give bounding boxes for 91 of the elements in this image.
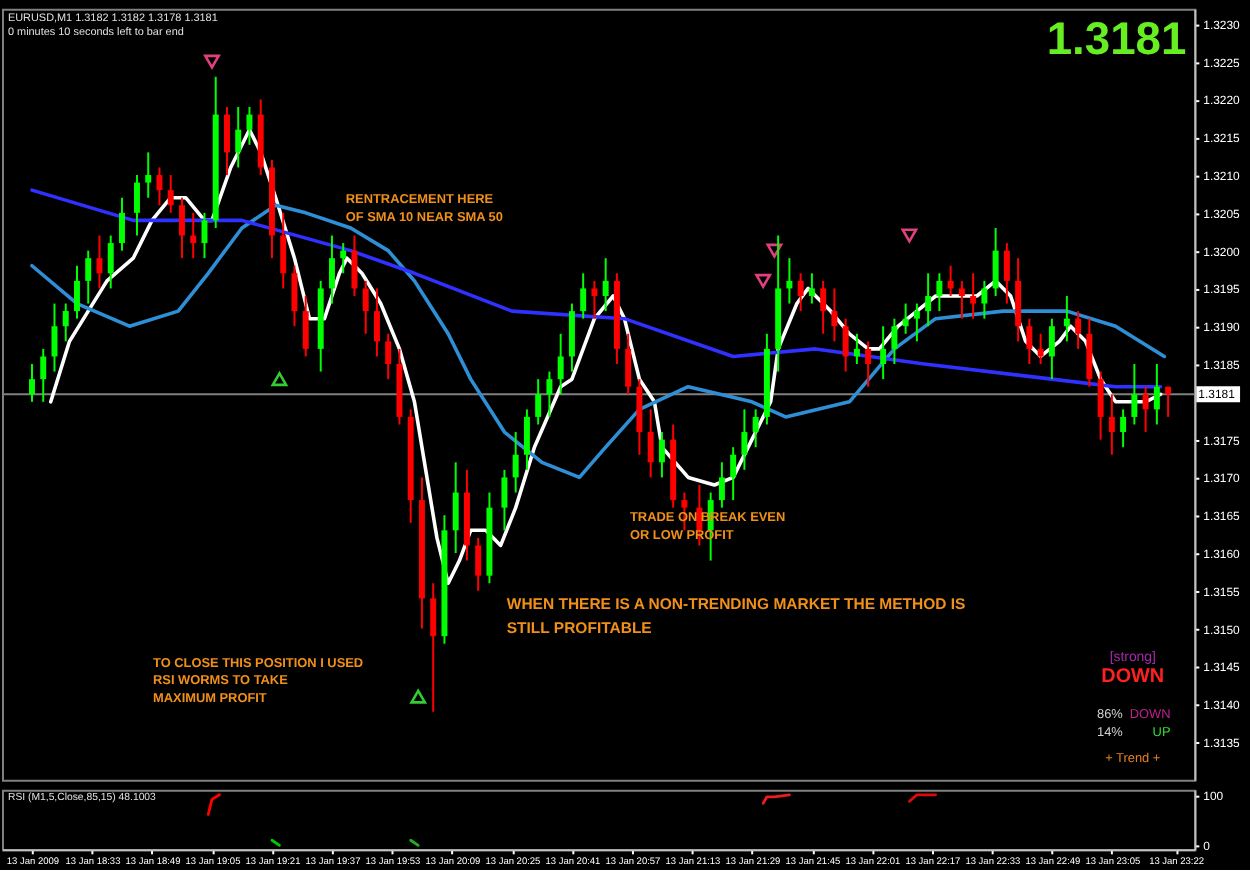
- candlestick: [797, 272, 804, 313]
- candlestick: [29, 363, 35, 403]
- candlestick: [970, 272, 977, 320]
- line-series: [30, 203, 1167, 480]
- candlestick: [501, 468, 508, 532]
- candlestick: [647, 408, 654, 479]
- candlestick: [535, 378, 542, 426]
- candlestick: [1037, 332, 1044, 366]
- candlestick: [853, 332, 860, 366]
- candlestick: [302, 294, 309, 358]
- point: [901, 228, 918, 243]
- annotation: 1.3181: [1046, 12, 1187, 65]
- candlestick: [385, 332, 392, 381]
- candlestick: [925, 272, 932, 328]
- candlestick: [658, 431, 665, 479]
- candlestick: [625, 332, 632, 396]
- candlestick: [1120, 408, 1127, 449]
- candlestick: [373, 287, 380, 358]
- candlestick: [246, 106, 253, 146]
- candlestick: [523, 408, 530, 471]
- candlestick: [820, 279, 827, 335]
- candlestick: [107, 234, 114, 290]
- candlestick: [1015, 257, 1022, 343]
- point: [410, 689, 427, 704]
- candlestick: [752, 408, 759, 449]
- candlestick: [178, 196, 185, 260]
- candlestick: [475, 536, 482, 592]
- candlestick: [362, 279, 369, 335]
- candlestick: [190, 211, 197, 260]
- candlestick: [880, 325, 887, 381]
- candlestick: [730, 446, 737, 502]
- candlestick: [636, 378, 643, 456]
- candlestick: [62, 302, 69, 343]
- candlestick: [512, 431, 519, 494]
- candlestick: [1165, 385, 1172, 418]
- annotation: DOWN: [1101, 666, 1165, 689]
- candlestick: [842, 317, 849, 373]
- candlestick: [1097, 370, 1104, 441]
- candlestick: [741, 408, 748, 471]
- candlestick: [808, 272, 815, 305]
- candlestick: [902, 302, 909, 335]
- candlestick: [85, 249, 92, 305]
- candlestick: [235, 106, 242, 169]
- candlestick: [351, 234, 358, 297]
- candlestick: [1086, 317, 1093, 388]
- candlestick: [1075, 310, 1082, 350]
- candlestick: [1048, 317, 1055, 381]
- candlestick: [201, 211, 208, 260]
- candlestick: [891, 317, 898, 366]
- candlestick: [1131, 363, 1138, 426]
- point: [755, 273, 772, 288]
- candlestick: [1153, 363, 1160, 426]
- candlestick: [156, 166, 163, 207]
- point: [271, 372, 288, 387]
- candlestick: [280, 211, 287, 290]
- point: [766, 243, 783, 258]
- candlestick: [831, 287, 838, 343]
- candlestick: [947, 264, 954, 297]
- candlestick: [718, 461, 725, 509]
- candlestick: [1003, 242, 1010, 305]
- point: [204, 54, 220, 69]
- candlestick: [865, 340, 872, 388]
- candlestick: [223, 106, 230, 177]
- candlestick: [992, 226, 999, 297]
- candlestick: [786, 257, 793, 305]
- candlestick: [328, 234, 335, 305]
- candlestick: [1063, 294, 1070, 343]
- candlestick: [958, 279, 965, 320]
- candlestick: [291, 264, 298, 328]
- candlestick: [452, 461, 459, 555]
- candlestick: [936, 272, 943, 313]
- candlestick: [557, 332, 564, 396]
- candlestick: [1108, 393, 1115, 456]
- candlestick: [913, 302, 920, 343]
- candlestick: [340, 242, 347, 275]
- candlestick: [591, 279, 598, 320]
- candlestick: [430, 582, 437, 713]
- candlestick: [580, 272, 587, 320]
- candlestick: [546, 370, 553, 418]
- candlestick: [133, 174, 140, 237]
- candlestick: [74, 264, 80, 320]
- candlestick: [568, 302, 575, 373]
- candlestick: [145, 151, 152, 199]
- candlestick: [981, 279, 988, 320]
- candlestick: [167, 174, 174, 214]
- candlestick: [118, 196, 125, 252]
- candlestick: [602, 257, 609, 313]
- candlestick: [96, 234, 103, 290]
- candlestick: [1026, 317, 1033, 366]
- candlestick: [1142, 385, 1149, 434]
- candlestick: [40, 347, 47, 403]
